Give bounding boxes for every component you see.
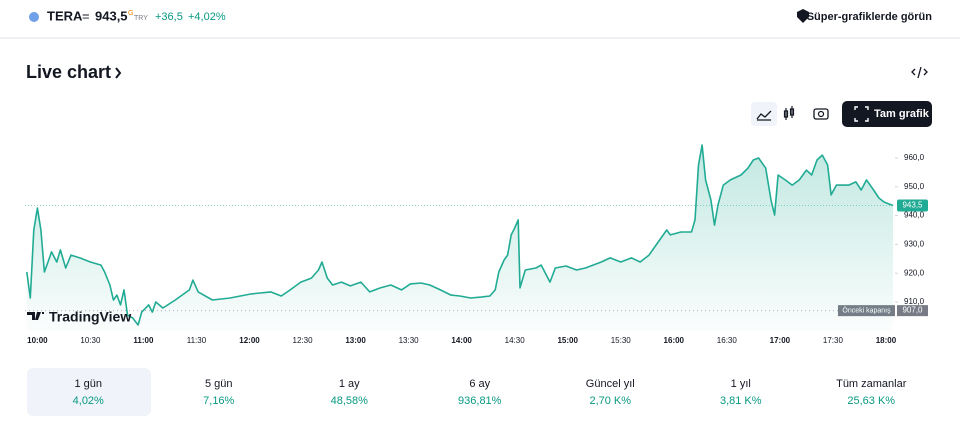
symbol: TERA bbox=[47, 8, 83, 23]
area-fill bbox=[26, 145, 894, 331]
last-value-label: 943,5 bbox=[902, 201, 923, 210]
embed-icon[interactable] bbox=[911, 66, 928, 79]
previous-close-label: 907,0 bbox=[902, 306, 923, 315]
y-tick-label: 950,0 bbox=[904, 182, 925, 191]
y-tick-label: 960,0 bbox=[904, 153, 925, 162]
period-change[interactable]: 3,81 K% bbox=[720, 395, 762, 407]
period-label[interactable]: Güncel yıl bbox=[586, 378, 635, 390]
period-label[interactable]: Tüm zamanlar bbox=[836, 378, 907, 390]
y-tick-label: 930,0 bbox=[904, 240, 925, 249]
period-change[interactable]: 7,16% bbox=[203, 395, 234, 407]
currency: TRY bbox=[134, 15, 148, 22]
watermark: TradingView bbox=[49, 309, 131, 325]
candle-style-button[interactable] bbox=[783, 106, 795, 120]
period-change[interactable]: 936,81% bbox=[458, 395, 502, 407]
last-value-box bbox=[897, 199, 928, 212]
x-tick-label: 15:00 bbox=[557, 336, 578, 345]
previous-close-box bbox=[897, 305, 928, 317]
promo-icon[interactable] bbox=[797, 9, 809, 23]
x-tick-label: 11:30 bbox=[187, 336, 207, 345]
x-tick-label: 13:00 bbox=[345, 336, 366, 345]
period-tab-active[interactable] bbox=[27, 368, 151, 416]
period-change[interactable]: 48,58% bbox=[331, 395, 369, 407]
x-tick-label: 17:30 bbox=[823, 336, 844, 345]
title-chevron[interactable] bbox=[115, 67, 122, 79]
equals: = bbox=[82, 8, 90, 23]
period-label[interactable]: 1 gün bbox=[74, 378, 102, 390]
period-label[interactable]: 5 gün bbox=[205, 378, 233, 390]
x-tick-label: 16:30 bbox=[717, 336, 738, 345]
full-chart-icon bbox=[854, 106, 869, 122]
y-tick-label: 910,0 bbox=[904, 297, 925, 306]
x-tick-label: 16:00 bbox=[664, 336, 685, 345]
area-style-icon bbox=[756, 110, 772, 121]
x-tick-label: 14:30 bbox=[505, 336, 526, 345]
period-label[interactable]: 6 ay bbox=[469, 378, 490, 390]
area-style-button[interactable] bbox=[751, 102, 777, 126]
x-tick-label: 12:30 bbox=[293, 336, 314, 345]
full-chart-label[interactable]: Tam grafik bbox=[874, 108, 930, 120]
promo-link[interactable]: Süper-grafiklerde görün bbox=[807, 11, 933, 23]
snapshot-button[interactable] bbox=[813, 108, 829, 120]
x-tick-label: 10:00 bbox=[27, 336, 48, 345]
section-title[interactable]: Live chart bbox=[26, 62, 111, 82]
symbol-logo bbox=[29, 12, 39, 22]
price: 943,5 bbox=[95, 8, 128, 23]
x-tick-label: 13:30 bbox=[399, 336, 420, 345]
full-chart-button[interactable] bbox=[842, 101, 932, 127]
x-tick-label: 15:30 bbox=[611, 336, 632, 345]
snapshot-lens bbox=[817, 110, 825, 118]
price-flag: G bbox=[128, 10, 133, 17]
y-tick-label: 940,0 bbox=[904, 211, 925, 220]
watermark-logo bbox=[27, 312, 44, 320]
x-tick-label: 10:30 bbox=[80, 336, 101, 345]
x-tick-label: 14:00 bbox=[451, 336, 472, 345]
x-tick-label: 11:00 bbox=[133, 336, 154, 345]
price-line bbox=[26, 144, 894, 326]
change-percent: +4,02% bbox=[188, 11, 226, 23]
y-tick-label: 920,0 bbox=[904, 268, 925, 277]
change: +36,5 bbox=[155, 11, 183, 23]
x-tick-label: 12:00 bbox=[239, 336, 260, 345]
period-label[interactable]: 1 yıl bbox=[731, 378, 751, 390]
period-change[interactable]: 2,70 K% bbox=[589, 395, 631, 407]
period-label[interactable]: 1 ay bbox=[339, 378, 360, 390]
x-tick-label: 17:00 bbox=[770, 336, 791, 345]
period-change[interactable]: 4,02% bbox=[73, 395, 104, 407]
period-change[interactable]: 25,63 K% bbox=[847, 395, 895, 407]
x-tick-label: 18:00 bbox=[876, 336, 897, 345]
